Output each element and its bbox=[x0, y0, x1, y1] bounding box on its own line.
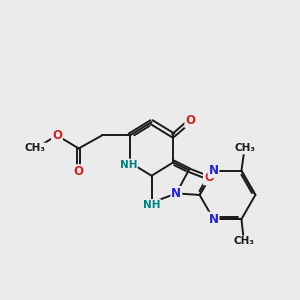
Text: O: O bbox=[74, 165, 84, 178]
Text: O: O bbox=[52, 129, 62, 142]
Text: N: N bbox=[171, 187, 181, 200]
Text: O: O bbox=[204, 171, 214, 184]
Text: CH₃: CH₃ bbox=[25, 143, 46, 154]
Text: N: N bbox=[208, 213, 218, 226]
Text: N: N bbox=[208, 164, 218, 177]
Text: CH₃: CH₃ bbox=[234, 143, 255, 154]
Text: CH₃: CH₃ bbox=[233, 236, 254, 246]
Text: O: O bbox=[185, 114, 195, 127]
Text: NH: NH bbox=[120, 160, 137, 170]
Text: NH: NH bbox=[143, 200, 160, 210]
